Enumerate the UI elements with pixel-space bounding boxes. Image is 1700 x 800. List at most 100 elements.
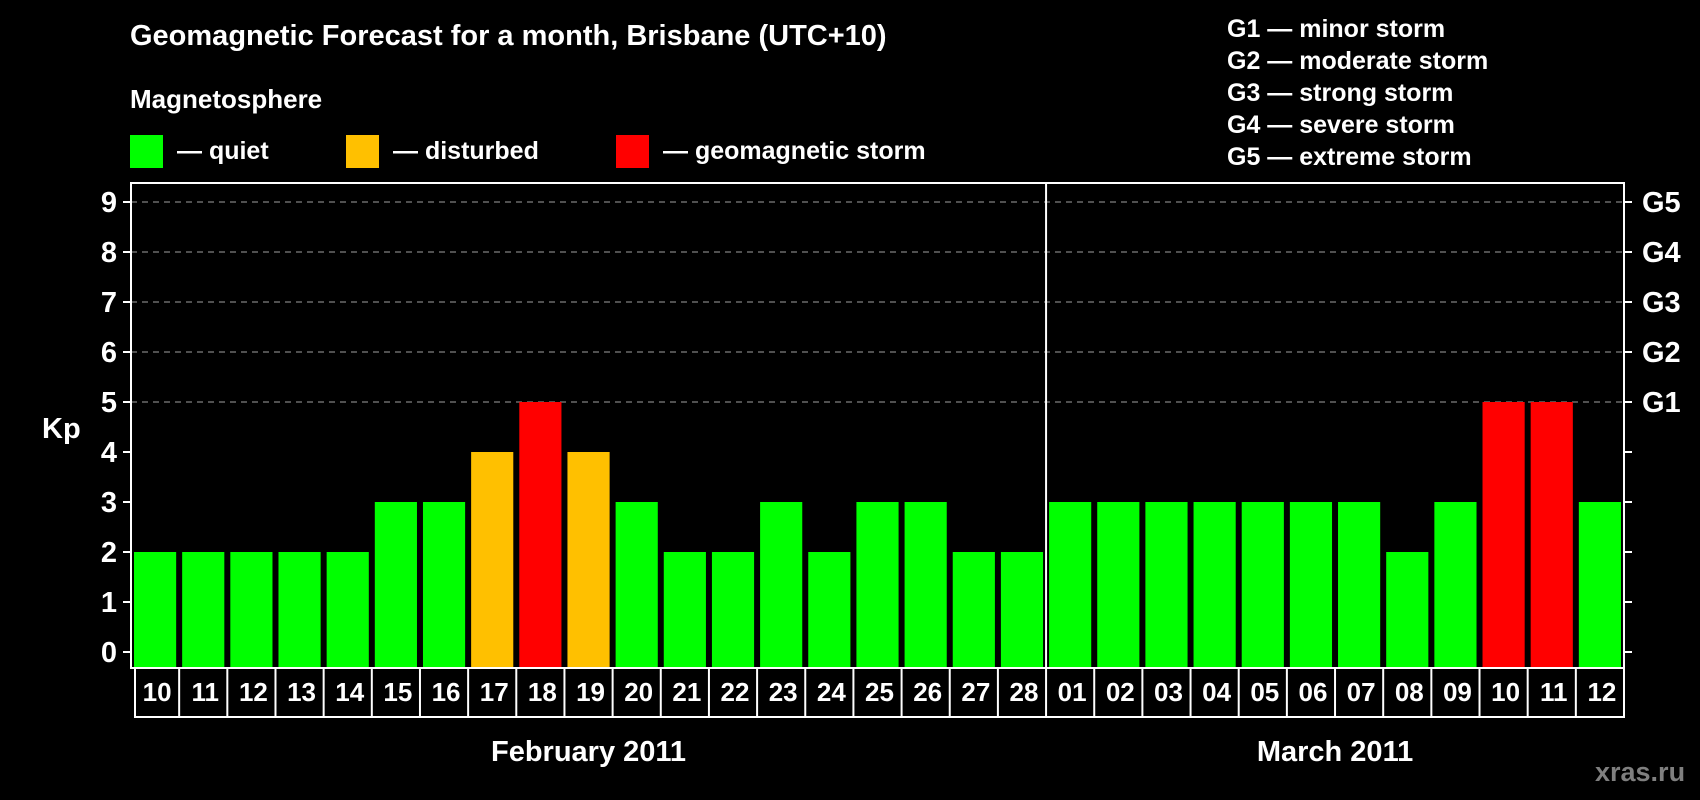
kp-bar — [1145, 502, 1188, 668]
storm-scale-g3: G3 — strong storm — [1227, 79, 1454, 107]
date-label: 10 — [143, 677, 172, 707]
kp-bar — [422, 502, 466, 668]
date-label: 23 — [769, 677, 798, 707]
date-label: 11 — [191, 677, 219, 707]
y-tick-label: 2 — [101, 537, 117, 569]
storm-scale-g5: G5 — extreme storm — [1227, 143, 1472, 171]
kp-bar — [1000, 552, 1044, 668]
date-label: 06 — [1298, 677, 1327, 707]
kp-bar — [471, 452, 514, 668]
kp-bar — [711, 552, 755, 668]
g-scale-label: G3 — [1642, 287, 1681, 319]
kp-bar — [1530, 402, 1573, 668]
date-label: 22 — [721, 677, 750, 707]
chart-title: Geomagnetic Forecast for a month, Brisba… — [130, 20, 887, 52]
date-label: 09 — [1443, 677, 1472, 707]
quiet-swatch — [130, 134, 163, 168]
date-label: 25 — [865, 677, 894, 707]
kp-bar — [278, 552, 321, 668]
kp-bar — [1434, 502, 1477, 668]
date-label: 12 — [1587, 677, 1616, 707]
legend-quiet-label: — quiet — [177, 136, 269, 165]
y-tick-label: 4 — [101, 437, 117, 469]
month-label-february: February 2011 — [490, 736, 687, 768]
kp-bar — [1049, 502, 1092, 668]
y-tick-label: 8 — [101, 237, 117, 269]
legend-disturbed: — disturbed — [346, 134, 539, 168]
legend-disturbed-label: — disturbed — [393, 136, 539, 165]
storm-scale-g1: G1 — minor storm — [1227, 15, 1446, 43]
watermark: xras.ru — [1595, 757, 1686, 787]
date-label: 18 — [528, 677, 557, 707]
date-label: 26 — [913, 677, 942, 707]
date-label: 08 — [1395, 677, 1424, 707]
kp-bar — [1097, 502, 1140, 668]
kp-bar — [808, 552, 851, 668]
date-label: 03 — [1154, 677, 1183, 707]
g-scale-label: G4 — [1642, 237, 1681, 269]
date-label: 24 — [817, 677, 846, 707]
kp-bar — [1386, 552, 1429, 668]
g-scale-label: G1 — [1642, 387, 1681, 419]
kp-bar — [904, 502, 947, 668]
kp-bar — [1289, 502, 1333, 668]
date-label: 01 — [1058, 677, 1087, 707]
date-label: 19 — [576, 677, 605, 707]
date-label: 16 — [432, 677, 461, 707]
kp-bar — [1338, 502, 1381, 668]
kp-bar — [1578, 502, 1621, 668]
date-label: 12 — [239, 677, 268, 707]
legend-quiet: — quiet — [130, 134, 269, 168]
magnetosphere-label: Magnetosphere — [130, 84, 323, 114]
kp-bar — [134, 552, 177, 668]
kp-bar — [1482, 402, 1525, 668]
disturbed-swatch — [346, 134, 379, 168]
kp-bar — [856, 502, 899, 668]
date-label: 02 — [1106, 677, 1135, 707]
kp-bar — [182, 552, 225, 668]
date-axis-frame — [134, 667, 1625, 718]
date-label: 21 — [672, 677, 701, 707]
storm-swatch — [616, 134, 649, 168]
kp-bar — [615, 502, 658, 668]
kp-bar — [952, 552, 995, 668]
kp-bar — [567, 452, 610, 668]
date-label: 15 — [383, 677, 412, 707]
kp-bar — [374, 502, 417, 668]
kp-bar — [760, 502, 803, 668]
y-tick-label: 7 — [101, 287, 117, 319]
storm-scale-g2: G2 — moderate storm — [1227, 47, 1489, 75]
kp-bar — [230, 552, 273, 668]
kp-bar — [663, 552, 706, 668]
date-label: 28 — [1010, 677, 1039, 707]
legend-storm-label: — geomagnetic storm — [663, 136, 926, 165]
kp-bar — [519, 402, 562, 668]
date-label: 07 — [1347, 677, 1376, 707]
y-tick-label: 9 — [101, 187, 117, 219]
date-label: 14 — [335, 677, 364, 707]
date-label: 27 — [961, 677, 990, 707]
date-label: 17 — [480, 677, 509, 707]
date-label: 20 — [624, 677, 653, 707]
g-scale-label: G5 — [1642, 187, 1681, 219]
y-tick-label: 3 — [101, 487, 117, 519]
storm-scale-legend: G1 — minor storm G2 — moderate storm G3 … — [1227, 13, 1488, 173]
date-label: 11 — [1540, 677, 1568, 707]
date-label: 05 — [1250, 677, 1279, 707]
legend-storm: — geomagnetic storm — [616, 134, 926, 168]
kp-bar — [1241, 502, 1284, 668]
g-scale-label: G2 — [1642, 337, 1681, 369]
date-label: 10 — [1491, 677, 1520, 707]
y-tick-label: 0 — [101, 637, 117, 669]
date-label: 04 — [1202, 677, 1231, 707]
month-label-march: March 2011 — [1256, 736, 1414, 768]
kp-bar — [1193, 502, 1236, 668]
date-label: 13 — [287, 677, 316, 707]
y-tick-label: 5 — [101, 387, 117, 419]
y-axis-label: Kp — [42, 413, 81, 445]
storm-scale-g4: G4 — severe storm — [1227, 111, 1455, 139]
y-tick-label: 1 — [101, 587, 117, 619]
y-tick-label: 6 — [101, 337, 117, 369]
kp-bar — [326, 552, 369, 668]
